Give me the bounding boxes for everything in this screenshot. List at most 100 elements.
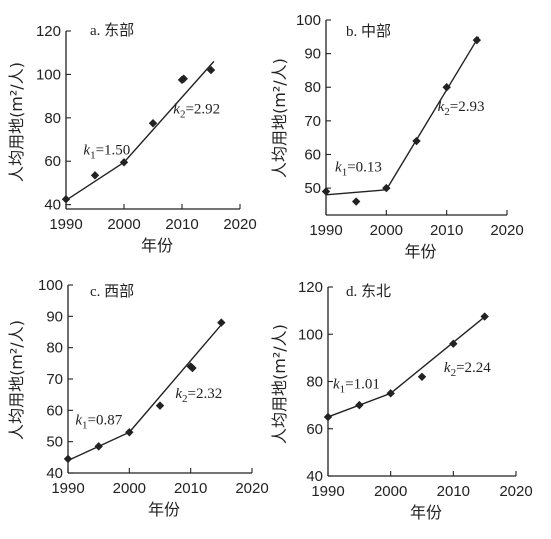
y-tick-label: 100	[296, 12, 321, 29]
fit-line-2	[123, 60, 215, 163]
x-tick-label: 2020	[223, 216, 256, 233]
panel-title: c. 西部	[90, 283, 134, 300]
y-tick-label: 120	[36, 23, 61, 40]
data-point	[155, 401, 165, 410]
y-tick-label: 120	[298, 279, 323, 296]
slope-subscript: 2	[182, 393, 188, 405]
x-tick-label: 1990	[49, 216, 82, 233]
slope-value: =1.01	[345, 377, 380, 393]
slope-value: =2.24	[456, 360, 491, 376]
slope-symbol: k	[83, 143, 90, 159]
y-tick-label: 100	[298, 326, 323, 343]
y-tick-label: 80	[44, 110, 61, 127]
y-axis-title: 人均用地(m²/人)	[270, 58, 289, 178]
x-tick-label: 1990	[51, 480, 84, 497]
panel-title: d. 东北	[346, 283, 391, 300]
slope-symbol: k	[333, 377, 340, 393]
data-point	[442, 83, 451, 92]
slope-subscript: 1	[82, 419, 88, 431]
fit-line-2	[390, 314, 487, 394]
data-point	[412, 136, 421, 146]
slope-subscript: 1	[342, 166, 348, 178]
y-tick-label: 60	[306, 421, 323, 438]
slope-value: =2.93	[450, 99, 485, 115]
y-tick-label: 70	[304, 113, 321, 130]
x-tick-label: 2000	[370, 222, 403, 239]
x-tick-label: 2010	[437, 483, 470, 500]
slope-symbol: k	[444, 360, 451, 376]
y-tick-label: 80	[46, 340, 63, 357]
x-tick-label: 2000	[374, 483, 407, 500]
y-tick-label: 40	[306, 468, 323, 485]
y-tick-label: 50	[304, 180, 321, 197]
data-point	[148, 119, 158, 128]
x-axis-title: 年份	[404, 242, 436, 261]
y-tick-label: 70	[46, 371, 63, 388]
data-point	[188, 363, 197, 373]
data-point	[119, 158, 129, 167]
slope-value: =1.50	[96, 143, 131, 159]
slope-symbol: k	[75, 412, 82, 428]
slope-label-1: k1=1.50	[83, 143, 130, 162]
slope-value: =0.87	[88, 412, 123, 428]
x-tick-label: 2000	[113, 480, 146, 497]
slope-label-1: k1=0.87	[75, 412, 122, 431]
x-tick-label: 1990	[311, 483, 344, 500]
x-axis-title: 年份	[148, 500, 180, 519]
x-tick-label: 2000	[107, 216, 140, 233]
x-axis-title: 年份	[141, 236, 173, 255]
fit-line-1	[65, 161, 125, 201]
y-tick-label: 90	[304, 46, 321, 63]
y-tick-label: 60	[304, 146, 321, 163]
slope-subscript: 1	[340, 384, 346, 396]
y-tick-label: 80	[304, 79, 321, 96]
slope-subscript: 2	[444, 106, 450, 118]
panel-title: b. 中部	[346, 23, 391, 40]
data-point	[472, 35, 482, 45]
x-tick-label: 2020	[499, 483, 532, 500]
data-point	[63, 454, 73, 464]
data-point	[480, 312, 489, 321]
panel-title: a. 东部	[90, 22, 134, 39]
slope-symbol: k	[438, 99, 445, 115]
x-tick-label: 2010	[430, 222, 463, 239]
data-point	[386, 389, 395, 398]
y-tick-label: 60	[44, 153, 61, 170]
data-point	[94, 442, 103, 451]
fit-line-1	[325, 189, 387, 196]
fit-line-2	[128, 322, 224, 433]
data-point	[90, 171, 100, 180]
data-point	[61, 195, 71, 204]
x-tick-label: 2020	[490, 222, 523, 239]
slope-symbol: k	[173, 101, 180, 117]
y-axis-title: 人均用地(m²/人)	[7, 320, 26, 440]
slope-value: =2.92	[185, 101, 220, 117]
data-point	[355, 400, 364, 410]
data-point	[125, 428, 134, 437]
x-tick-label: 2020	[235, 480, 268, 497]
slope-label-2: k2=2.24	[444, 360, 491, 379]
x-tick-label: 1990	[309, 222, 342, 239]
data-point	[179, 74, 188, 83]
y-tick-label: 50	[46, 434, 63, 451]
y-tick-label: 80	[306, 374, 323, 391]
slope-symbol: k	[175, 386, 182, 402]
data-point	[382, 183, 391, 193]
x-axis-title: 年份	[410, 503, 442, 522]
data-point	[206, 65, 216, 75]
slope-label-2: k2=2.92	[173, 101, 220, 120]
data-point	[217, 318, 226, 327]
slope-subscript: 2	[451, 367, 457, 379]
y-tick-label: 40	[46, 465, 63, 482]
slope-value: =2.32	[188, 386, 223, 402]
y-axis-title: 人均用地(m²/人)	[270, 324, 289, 444]
x-tick-label: 2010	[165, 216, 198, 233]
y-tick-label: 40	[44, 197, 61, 214]
data-point	[323, 412, 333, 422]
slope-label-1: k1=1.01	[333, 377, 380, 396]
y-tick-label: 100	[38, 277, 63, 294]
